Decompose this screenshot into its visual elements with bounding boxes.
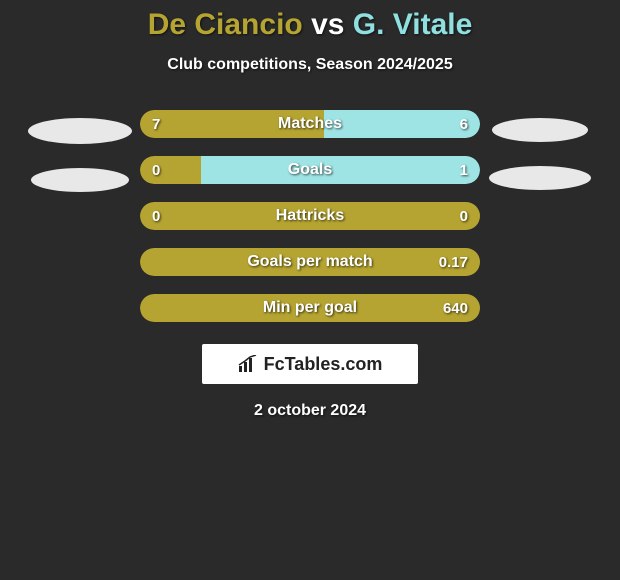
stat-row: Matches7 6 (140, 110, 480, 138)
stat-row: Goals per match0.17 (140, 248, 480, 276)
stat-label: Min per goal (140, 294, 480, 322)
stat-value-right: 0 (460, 202, 468, 230)
date: 2 october 2024 (0, 402, 620, 420)
subtitle: Club competitions, Season 2024/2025 (0, 56, 620, 74)
bars-col: Matches76Goals01Hattricks00Goals per mat… (140, 110, 480, 322)
comparison-card: De Ciancio vs G. Vitale Club competition… (0, 0, 620, 420)
stat-label: Goals per match (140, 248, 480, 276)
stat-value-right: 0.17 (439, 248, 468, 276)
stat-value-right: 1 (460, 156, 468, 184)
page-title: De Ciancio vs G. Vitale (0, 8, 620, 42)
right-avatars-col (480, 110, 600, 214)
vs-text: vs (311, 8, 344, 41)
stat-value-left: 7 (152, 110, 160, 138)
avatar-placeholder (492, 118, 588, 142)
chart-area: Matches76Goals01Hattricks00Goals per mat… (0, 110, 620, 322)
stat-value-right: 6 (460, 110, 468, 138)
logo-text: FcTables.com (264, 354, 383, 375)
avatar-placeholder (31, 168, 129, 192)
stat-row: Hattricks0 0 (140, 202, 480, 230)
left-avatars-col (20, 110, 140, 216)
avatar-placeholder (489, 166, 591, 190)
stat-value-left: 0 (152, 156, 160, 184)
avatar-placeholder (28, 118, 132, 144)
stat-value-right: 640 (443, 294, 468, 322)
bar-chart-icon (238, 355, 258, 373)
stat-row: Min per goal640 (140, 294, 480, 322)
stat-value-left: 0 (152, 202, 160, 230)
stat-label: Hattricks (140, 202, 480, 230)
source-logo: FcTables.com (202, 344, 418, 384)
stat-row: Goals0 1 (140, 156, 480, 184)
player1-name: De Ciancio (148, 8, 303, 41)
stat-label: Matches (140, 110, 480, 138)
player2-name: G. Vitale (353, 8, 473, 41)
stat-label: Goals (140, 156, 480, 184)
